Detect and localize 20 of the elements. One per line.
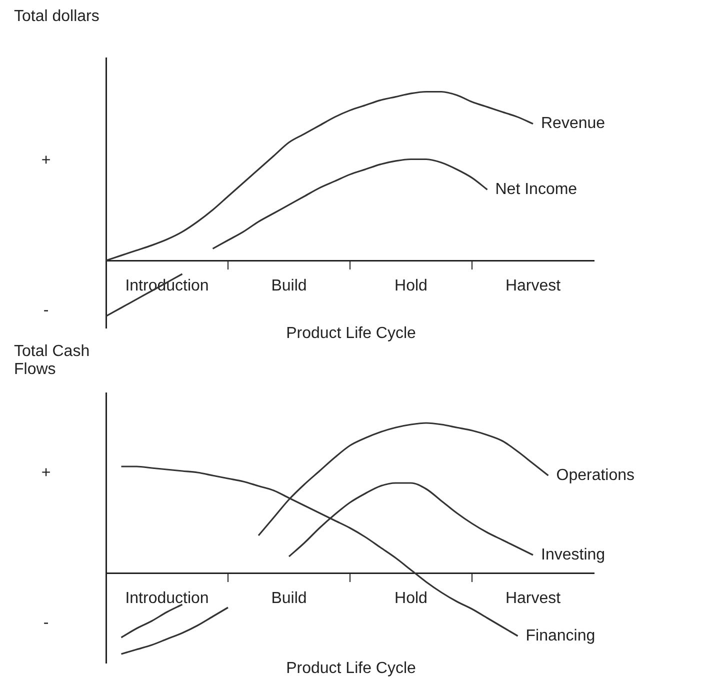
text: + [41,152,51,169]
x-tick-label: Build [271,278,307,295]
x-tick-label: Harvest [505,590,562,608]
text: - [43,302,49,319]
y-axis-title: Total Cash Flows [14,343,91,379]
text: + [41,464,51,482]
x-tick-label: Hold [394,590,428,608]
x-tick-label: Introduction [125,590,209,608]
x-tick-label: Hold [394,278,428,295]
x-tick-label: Build [271,590,307,608]
x-axis-title: Product Life Cycle [285,660,417,678]
series-label: Net Income [495,181,578,198]
series-label: Operations [556,466,635,484]
x-axis-title: Product Life Cycle [285,325,417,343]
series-label: Revenue [541,115,606,132]
series-label: Investing [541,546,606,564]
text: - [43,614,49,632]
y-axis-title: Total dollars [14,8,100,26]
series-label: Financing [526,627,596,644]
x-tick-label: Harvest [505,278,562,295]
